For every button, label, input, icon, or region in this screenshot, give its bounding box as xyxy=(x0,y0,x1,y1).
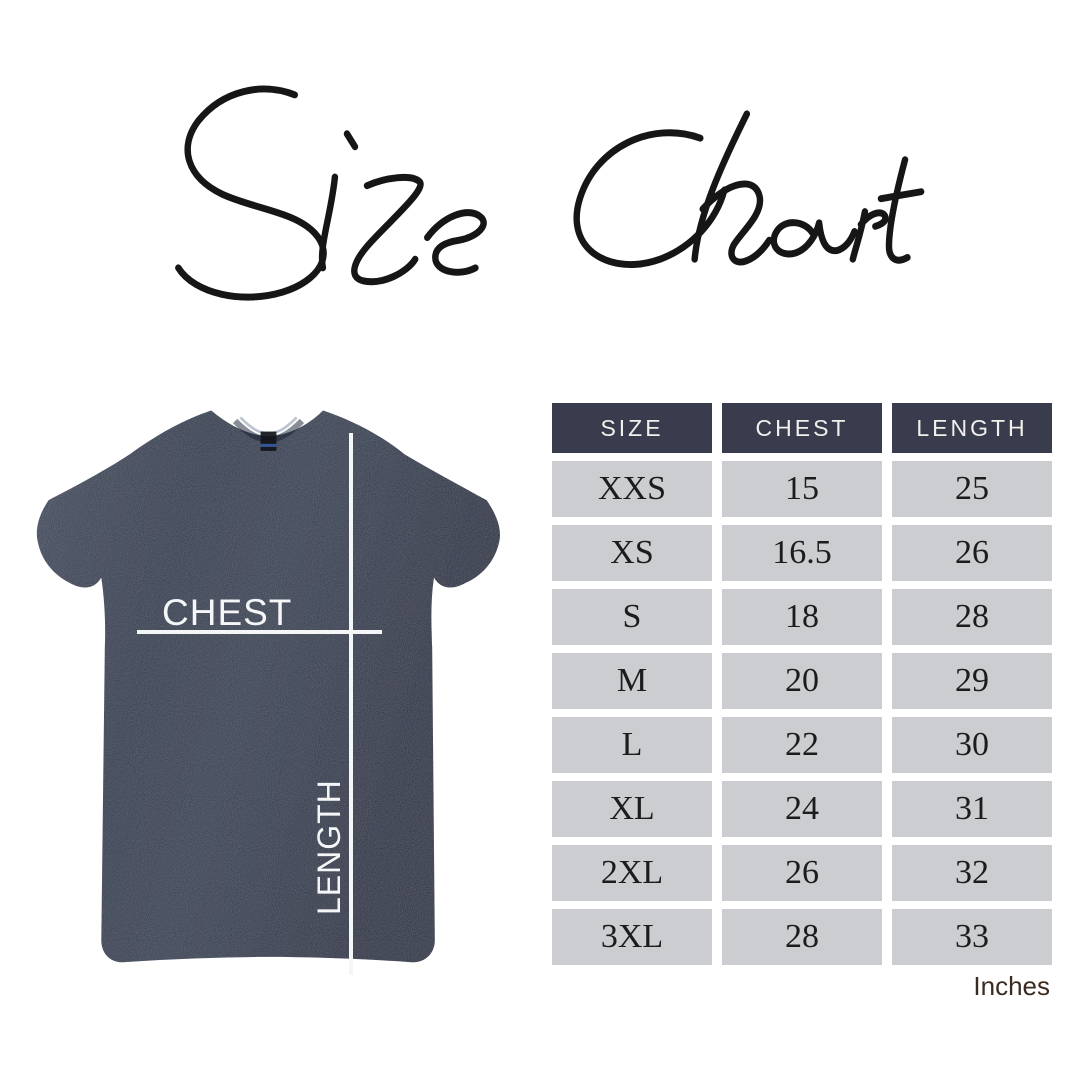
svg-text:LENGTH: LENGTH xyxy=(311,779,347,915)
svg-text:CHEST: CHEST xyxy=(162,592,292,633)
